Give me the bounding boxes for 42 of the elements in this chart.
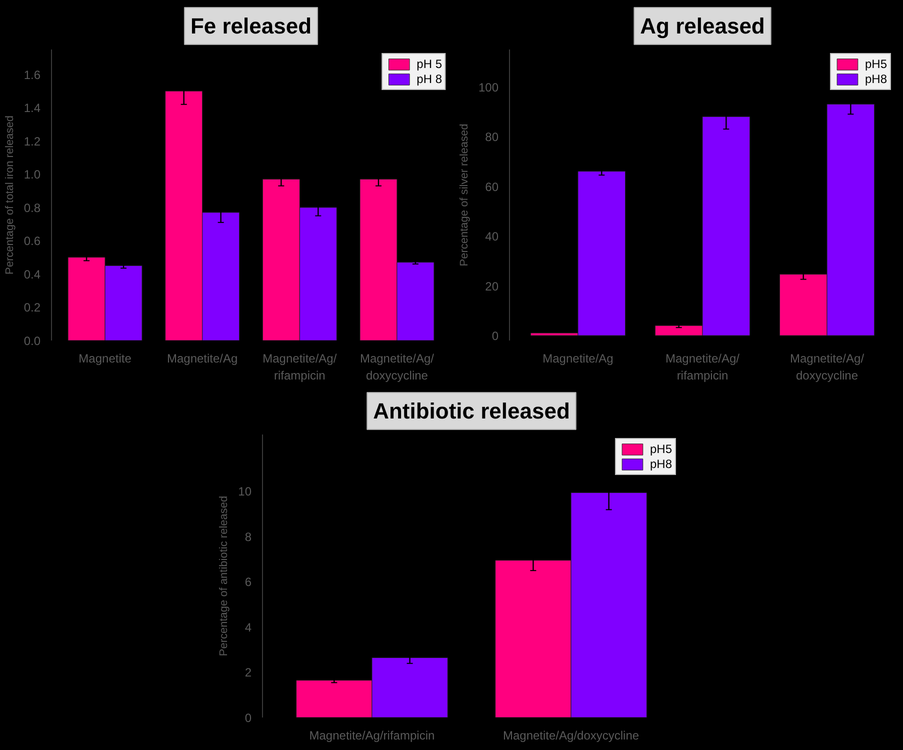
x-tick-label: Magnetite/Ag: [542, 352, 614, 366]
y-tick-label: 2: [244, 666, 252, 680]
y-tick-label: 0.6: [24, 234, 41, 248]
legend-label: pH 8: [416, 72, 442, 86]
y-tick-label: 0.2: [24, 300, 41, 315]
x-tick-label: Magnetite/Ag/ rifampicin: [262, 352, 338, 382]
legend-label: pH5: [864, 57, 887, 71]
y-axis-title: Percentage of silver released: [458, 124, 470, 266]
y-tick-label: 8: [244, 530, 252, 544]
legend-label: pH8: [864, 72, 887, 86]
y-tick-label: 4: [244, 620, 252, 634]
y-tick-label: 1.6: [24, 68, 41, 82]
y-tick-label: 6: [244, 575, 252, 590]
legend-label: pH8: [650, 457, 672, 471]
y-axis-title: Percentage of total iron released: [4, 115, 16, 274]
x-tick-label: Magnetite/Ag/doxycycline: [502, 728, 640, 742]
x-tick-label: Magnetite/Ag/ doxycycline: [360, 352, 435, 382]
y-tick-label: 0.0: [24, 334, 41, 348]
y-tick-label: 40: [485, 230, 499, 244]
x-tick-label: Magnetite/Ag/rifampicin: [309, 728, 435, 742]
y-tick-label: 0: [244, 711, 252, 725]
y-tick-label: 1.4: [24, 101, 41, 116]
y-tick-label: 10: [238, 484, 252, 499]
y-tick-label: 0.4: [24, 267, 41, 282]
y-tick-label: 100: [478, 80, 499, 94]
y-tick-label: 20: [485, 279, 499, 294]
y-tick-label: 1.2: [24, 134, 41, 148]
chart-title: Antibiotic released: [373, 398, 570, 424]
x-tick-label: Magnetite/Ag: [166, 352, 238, 366]
legend-label: pH5: [650, 442, 672, 456]
y-axis-title: Percentage of antibiotic released: [218, 496, 230, 656]
chart-title: Fe released: [190, 14, 312, 38]
x-tick-label: Magnetite/Ag/ doxycycline: [790, 352, 865, 382]
x-tick-label: Magnetite: [78, 352, 132, 366]
y-tick-label: 0.8: [24, 200, 41, 215]
y-tick-label: 1.0: [24, 168, 41, 182]
x-tick-label: Magnetite/Ag/ rifampicin: [665, 352, 740, 382]
y-tick-label: 80: [485, 130, 499, 144]
y-tick-label: 0: [492, 329, 499, 344]
chart-title: Ag released: [640, 14, 765, 38]
legend-label: pH 5: [416, 57, 442, 71]
y-tick-label: 60: [485, 180, 499, 194]
